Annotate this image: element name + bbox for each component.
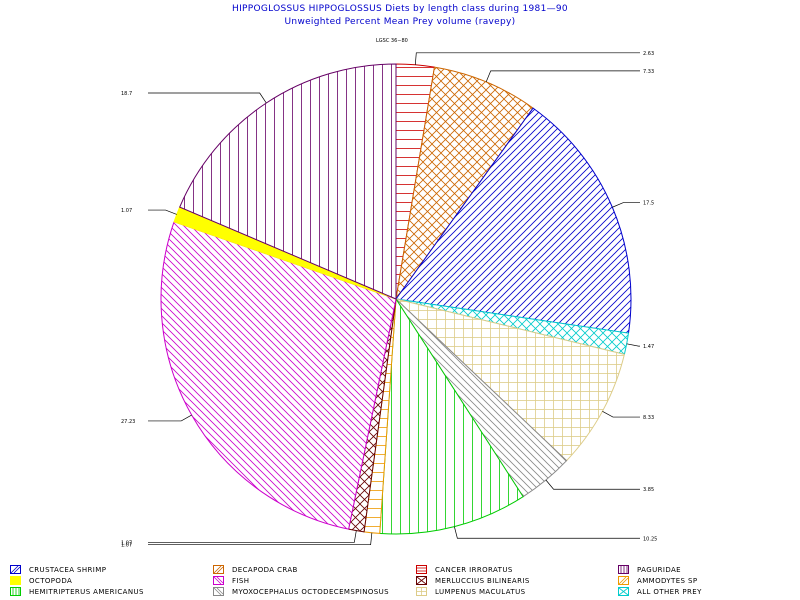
leader-line	[148, 530, 357, 543]
legend-item: OCTOPODA	[10, 575, 72, 586]
legend: CRUSTACEA SHRIMP DECAPODA CRAB CANCER IRRO…	[0, 564, 800, 600]
legend-item: PAGURIDAE	[618, 564, 681, 575]
slice-value-label: 1.07	[121, 208, 132, 214]
pie-slice-crustacea-shrimp	[395, 107, 632, 334]
leader-line	[485, 70, 640, 83]
pie-slice-decapoda-crab	[395, 66, 534, 300]
slice-value-label: 8.33	[643, 415, 654, 421]
legend-swatch	[213, 576, 224, 585]
legend-item: CANCER IRRORATUS	[416, 564, 513, 575]
leader-line	[148, 209, 177, 215]
slice-value-label: 18.7	[121, 91, 132, 97]
leader-line	[414, 52, 640, 65]
legend-label: AMMODYTES SP	[637, 576, 698, 585]
legend-swatch	[10, 565, 21, 574]
leader-line	[148, 532, 373, 546]
legend-label: FISH	[232, 576, 250, 585]
pie-slice-lumpenus-maculatus	[394, 298, 625, 462]
leader-line	[626, 343, 640, 347]
legend-swatch	[10, 587, 21, 596]
legend-swatch	[416, 587, 427, 596]
legend-item: MERLUCCIUS BILINEARIS	[416, 575, 530, 586]
legend-swatch	[416, 576, 427, 585]
legend-item: FISH	[213, 575, 249, 586]
legend-label: MYOXOCEPHALUS OCTODECEMSPINOSUS	[232, 587, 390, 596]
legend-swatch	[213, 565, 224, 574]
pie-chart: 2.63 7.33 17.5 1.47 8.33 3.85 10.25 1.07 1.07 27.…	[121, 38, 657, 549]
legend-item: LUMPENUS MACULATUS	[416, 586, 525, 597]
leader-line	[148, 92, 267, 104]
legend-swatch	[618, 565, 629, 574]
slice-value-label: 27.23	[121, 419, 135, 425]
legend-swatch	[416, 565, 427, 574]
legend-item: AMMODYTES SP	[618, 575, 698, 586]
leader-line	[612, 202, 640, 208]
legend-item: DECAPODA CRAB	[213, 564, 298, 575]
leader-line	[148, 414, 192, 422]
slice-value-label: 7.33	[643, 69, 654, 75]
leader-line	[454, 526, 640, 539]
legend-label: MERLUCCIUS BILINEARIS	[435, 576, 530, 585]
legend-item: HEMITRIPTERUS AMERICANUS	[10, 586, 144, 597]
legend-swatch	[618, 576, 629, 585]
legend-label: LUMPENUS MACULATUS	[435, 587, 526, 596]
slice-value-label: 1.07	[121, 543, 132, 549]
leader-line	[602, 411, 640, 418]
legend-label: DECAPODA CRAB	[232, 565, 298, 574]
legend-label: HEMITRIPTERUS AMERICANUS	[29, 587, 144, 596]
chart-title: HIPPOGLOSSUS HIPPOGLOSSUS Diets by lengt…	[232, 4, 568, 14]
legend-label: CRUSTACEA SHRIMP	[29, 565, 107, 574]
legend-swatch	[618, 587, 629, 596]
legend-swatch	[213, 587, 224, 596]
top-label: LGSC 36−80	[376, 38, 408, 44]
leader-line	[545, 479, 640, 490]
legend-item: CRUSTACEA SHRIMP	[10, 564, 106, 575]
legend-item: MYOXOCEPHALUS OCTODECEMSPINOSUS	[213, 586, 389, 597]
legend-label: CANCER IRRORATUS	[435, 565, 513, 574]
slice-value-label: 3.85	[643, 487, 654, 493]
slice-value-label: 1.07	[121, 540, 132, 546]
legend-label: ALL OTHER PREY	[637, 587, 702, 596]
slice-value-label: 17.5	[643, 201, 654, 207]
chart-subtitle: Unweighted Percent Mean Prey volume (rav…	[284, 17, 516, 27]
legend-item: ALL OTHER PREY	[618, 586, 702, 597]
legend-label: PAGURIDAE	[637, 565, 681, 574]
slice-value-label: 1.47	[643, 344, 654, 350]
slice-value-label: 10.25	[643, 536, 657, 542]
legend-swatch	[10, 576, 21, 585]
slice-value-label: 2.63	[643, 51, 654, 57]
legend-label: OCTOPODA	[29, 576, 73, 585]
